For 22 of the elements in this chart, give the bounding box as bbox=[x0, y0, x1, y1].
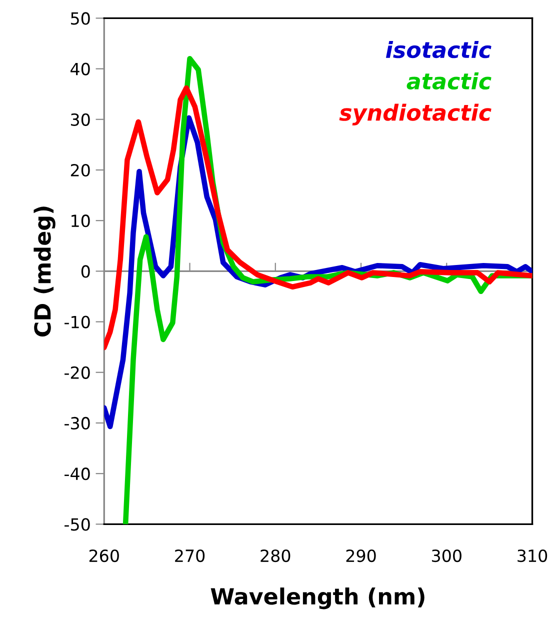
y-tick-label: -50 bbox=[64, 518, 90, 531]
y-tick-label: 10 bbox=[72, 214, 90, 228]
x-tick-label: 300 bbox=[432, 549, 462, 562]
text: atactic bbox=[406, 72, 492, 90]
y-tick-label: -30 bbox=[64, 416, 90, 430]
x-axis-title: Wavelength (nm) bbox=[210, 588, 424, 610]
y-tick-label: 0 bbox=[81, 265, 90, 278]
x-tick-label: 260 bbox=[89, 549, 119, 562]
y-tick-label: 50 bbox=[71, 12, 90, 25]
text: syndiotactic bbox=[339, 104, 492, 126]
y-tick-label: -20 bbox=[64, 366, 90, 379]
y-tick-label: 20 bbox=[70, 164, 90, 177]
x-tick-label: 310 bbox=[518, 549, 548, 562]
y-tick-label: -40 bbox=[64, 468, 90, 480]
y-axis-title: CD (mdeg) bbox=[34, 206, 56, 336]
y-tick-label: 40 bbox=[70, 62, 90, 76]
x-tick-label: 290 bbox=[346, 549, 376, 562]
x-tick-label: 270 bbox=[175, 549, 205, 562]
y-tick-label: -10 bbox=[64, 316, 90, 328]
x-tick-label: 280 bbox=[260, 549, 290, 562]
y-tick-label: 30 bbox=[71, 113, 90, 126]
text: isotactic bbox=[386, 40, 492, 58]
